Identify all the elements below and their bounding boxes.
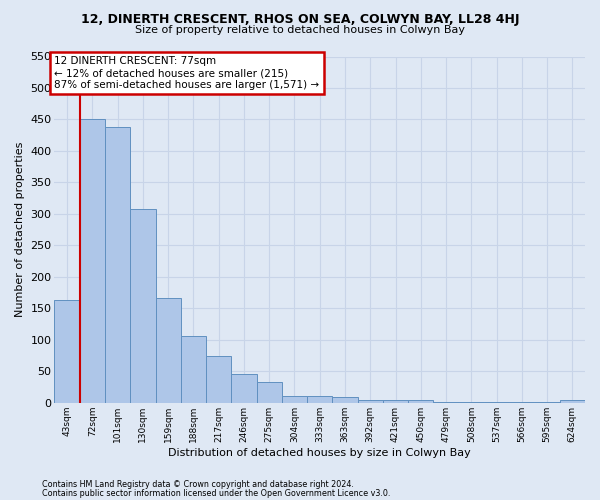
Bar (130, 210, 155, 403)
Bar (80, 120, 105, 403)
Bar (560, 400, 585, 403)
Bar (55, 300, 80, 403)
Text: Contains HM Land Registry data © Crown copyright and database right 2024.: Contains HM Land Registry data © Crown c… (42, 480, 354, 489)
Text: Contains public sector information licensed under the Open Government Licence v3: Contains public sector information licen… (42, 489, 391, 498)
Text: 12, DINERTH CRESCENT, RHOS ON SEA, COLWYN BAY, LL28 4HJ: 12, DINERTH CRESCENT, RHOS ON SEA, COLWY… (81, 12, 519, 26)
X-axis label: Distribution of detached houses by size in Colwyn Bay: Distribution of detached houses by size … (169, 448, 471, 458)
Bar (257, 382, 282, 403)
Bar (358, 400, 383, 403)
Bar (458, 402, 484, 403)
Bar (282, 396, 307, 403)
Bar (105, 127, 130, 403)
Bar (332, 397, 358, 403)
Bar (307, 396, 332, 403)
Y-axis label: Number of detached properties: Number of detached properties (15, 142, 25, 318)
Bar (509, 402, 535, 403)
Bar (433, 402, 458, 403)
Bar (155, 298, 181, 403)
Text: 12 DINERTH CRESCENT: 77sqm
← 12% of detached houses are smaller (215)
87% of sem: 12 DINERTH CRESCENT: 77sqm ← 12% of deta… (55, 56, 320, 90)
Bar (535, 402, 560, 403)
Bar (383, 400, 408, 403)
Text: Size of property relative to detached houses in Colwyn Bay: Size of property relative to detached ho… (135, 25, 465, 35)
Bar (484, 402, 509, 403)
Bar (206, 356, 232, 403)
Bar (408, 400, 433, 403)
Bar (181, 336, 206, 403)
Bar (232, 374, 257, 403)
